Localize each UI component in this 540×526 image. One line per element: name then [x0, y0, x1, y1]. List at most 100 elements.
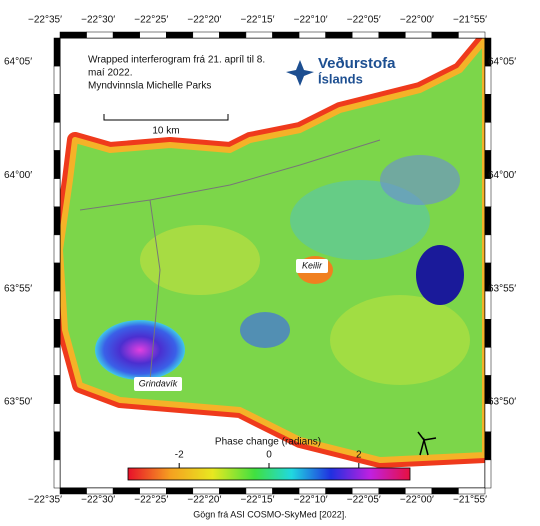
lon-label: −22°00′ [400, 15, 434, 26]
frame-bar [219, 31, 247, 39]
header-line: Wrapped interferogram frá 21. apríl til … [88, 55, 265, 66]
frame-ticks [53, 31, 492, 495]
lon-label: −22°20′ [187, 15, 221, 26]
frame-bar [484, 178, 492, 207]
frame-bar [484, 459, 492, 489]
frame-bar [86, 31, 114, 39]
lat-label: 63°50′ [4, 397, 32, 408]
lat-label: 63°55′ [4, 283, 32, 294]
logo: Veðurstofa Íslands [286, 55, 396, 86]
north-arrow-shape [417, 431, 437, 456]
frame-bar [325, 487, 353, 495]
frame-bar [53, 122, 61, 151]
lon-label: −22°20′ [187, 495, 221, 506]
frame-bar [192, 487, 220, 495]
frame-bar [53, 94, 61, 123]
lon-label: −22°25′ [134, 15, 168, 26]
frame-bar [139, 487, 167, 495]
colorbar-label: Phase change (radians) [215, 437, 321, 448]
frame-bar [112, 31, 140, 39]
frame-bar [139, 31, 167, 39]
frame-bar [53, 319, 61, 348]
frame-bar [458, 31, 486, 39]
frame-bar [192, 31, 220, 39]
frame-bar [53, 262, 61, 292]
header-line: Myndvinnsla Michelle Parks [88, 81, 211, 92]
frame-bar [272, 487, 300, 495]
frame-bar [53, 178, 61, 207]
lat-label: 63°50′ [488, 397, 516, 408]
frame-bar [351, 31, 379, 39]
lon-label: −22°15′ [241, 15, 275, 26]
lon-label: −22°00′ [400, 495, 434, 506]
frame-bar [219, 487, 247, 495]
lon-label: −21°55′ [453, 495, 487, 506]
frame-bar [405, 31, 433, 39]
frame-bar [166, 31, 194, 39]
colorbar-tick-label: 2 [356, 450, 362, 461]
frame-bar [458, 487, 486, 495]
frame-bar [325, 31, 353, 39]
frame-bar [59, 487, 87, 495]
frame-bar [484, 122, 492, 151]
lake [416, 245, 464, 305]
phase-patch [380, 155, 460, 205]
frame-bar [484, 403, 492, 432]
scale-bar [103, 114, 229, 121]
place-label: Grindavík [139, 378, 178, 388]
road [79, 139, 381, 211]
frame-bar [351, 487, 379, 495]
frame-bar [245, 31, 273, 39]
frame-bar [431, 487, 459, 495]
frame-bar [53, 37, 61, 67]
frame-bar [53, 375, 61, 404]
colorbar-tick-label: 0 [266, 450, 272, 461]
lon-label: −22°05′ [347, 495, 381, 506]
credit: Gögn frá ASI COSMO-SkyMed [2022]. [193, 509, 347, 519]
lon-label: −22°15′ [241, 495, 275, 506]
phase-patch [140, 225, 260, 295]
frame-bar [53, 206, 61, 236]
frame-bar [166, 487, 194, 495]
frame-bar [53, 234, 61, 264]
frame-bar [484, 94, 492, 123]
lon-label: −22°05′ [347, 15, 381, 26]
deformation-signal [95, 320, 185, 380]
frame-bar [431, 31, 459, 39]
frame-bar [484, 65, 492, 95]
lat-label: 64°00′ [488, 170, 516, 181]
colorbar-tick-label: -2 [175, 450, 184, 461]
frame-bar [53, 403, 61, 432]
lon-label: −22°10′ [294, 15, 328, 26]
frame-bar [484, 319, 492, 348]
frame-bar [272, 31, 300, 39]
lat-label: 64°05′ [488, 57, 516, 68]
frame-bar [484, 206, 492, 236]
place-label: Keilir [302, 260, 323, 270]
scale-bar-label: 10 km [152, 126, 179, 137]
lat-label: 64°05′ [4, 57, 32, 68]
frame-bar [53, 459, 61, 489]
north-arrow [417, 431, 437, 456]
frame-bar [378, 31, 406, 39]
frame-bar [405, 487, 433, 495]
frame-bar [378, 487, 406, 495]
phase-patch [290, 180, 430, 260]
frame-bar [53, 347, 61, 376]
frame-bar [53, 150, 61, 179]
frame-bar [484, 431, 492, 461]
logo-text: Íslands [318, 71, 363, 86]
logo-icon [286, 60, 314, 86]
frame-bar [53, 65, 61, 95]
place-label-box [134, 377, 182, 391]
frame-bar [86, 487, 114, 495]
lon-label: −22°10′ [294, 495, 328, 506]
frame-bar [245, 487, 273, 495]
lat-label: 63°55′ [488, 283, 516, 294]
logo-text: Veðurstofa [318, 55, 396, 72]
road [149, 199, 161, 381]
lon-label: −22°30′ [81, 495, 115, 506]
header-line: maí 2022. [88, 68, 132, 79]
